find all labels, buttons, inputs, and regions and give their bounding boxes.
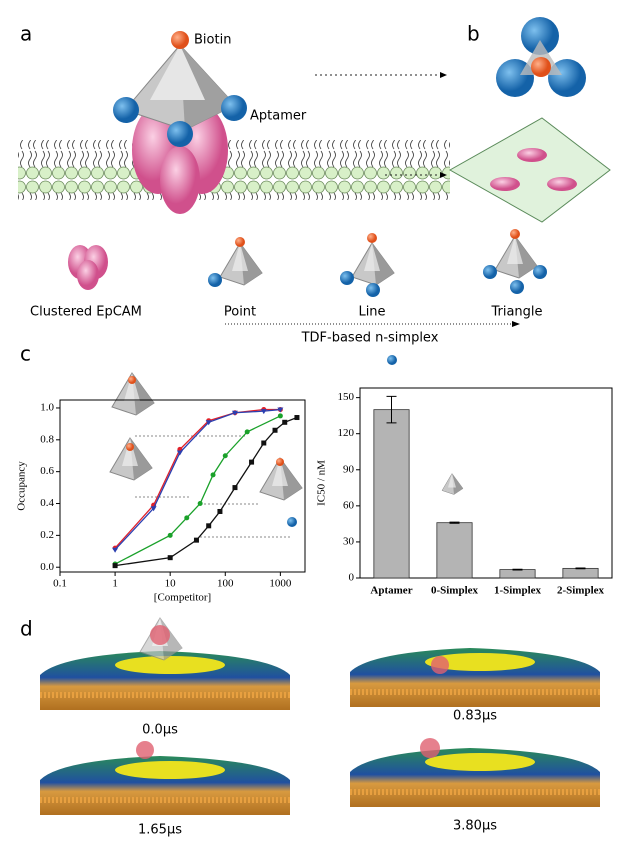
panel-label: d	[20, 617, 33, 641]
x-tick-label: Aptamer	[370, 585, 412, 597]
series-line	[114, 408, 281, 551]
panel-label: a	[20, 22, 32, 46]
panel-a-art	[18, 17, 611, 327]
y-tick-label: 0.0	[40, 561, 54, 573]
annotation: Triangle	[490, 305, 542, 320]
panel-c-icons	[109, 355, 464, 538]
y-tick-label: 0.6	[40, 465, 54, 477]
marker	[206, 523, 212, 529]
marker	[282, 419, 288, 425]
x-tick-label: 1000	[269, 578, 292, 590]
y-tick-label: 0.4	[40, 497, 54, 509]
marker	[193, 537, 199, 543]
x-tick-label: 1	[112, 578, 118, 590]
y-tick-label: 1.0	[40, 401, 54, 413]
marker	[277, 407, 284, 413]
marker	[272, 427, 278, 433]
marker	[277, 413, 283, 419]
x-tick-label: 2-Simplex	[557, 585, 605, 597]
plot-frame	[59, 399, 306, 573]
marker	[217, 508, 223, 514]
marker	[231, 410, 238, 416]
x-axis-title: [Competitor]	[154, 592, 211, 604]
bar	[373, 409, 410, 579]
series-line	[114, 408, 281, 549]
bar	[499, 569, 536, 579]
bar	[436, 522, 473, 579]
marker	[260, 409, 267, 415]
annotation: Aptamer	[250, 109, 307, 124]
marker	[261, 440, 267, 446]
x-tick-label: 100	[217, 578, 234, 590]
marker	[210, 472, 216, 478]
y-tick-label: 150	[338, 391, 355, 403]
marker	[232, 485, 238, 491]
panel-label: c	[20, 342, 31, 366]
marker	[244, 429, 250, 435]
y-tick-label: 30	[343, 535, 355, 547]
annotation: Biotin	[194, 33, 231, 48]
annotation: Line	[358, 305, 385, 320]
marker	[167, 555, 173, 561]
marker	[197, 501, 203, 507]
panel-label: b	[467, 22, 480, 46]
y-tick-label: 0	[349, 572, 355, 584]
x-tick-label: 0-Simplex	[431, 585, 479, 597]
error-bar	[449, 521, 460, 524]
error-bar	[575, 567, 586, 570]
marker	[176, 450, 183, 456]
marker	[205, 420, 212, 426]
error-bar	[512, 568, 523, 571]
y-axis-title: IC50 / nM	[316, 460, 328, 506]
error-bar	[386, 395, 397, 424]
x-tick-label: 1-Simplex	[494, 585, 542, 597]
annotation: Clustered EpCAM	[30, 305, 142, 320]
marker	[249, 459, 255, 465]
marker	[294, 415, 300, 421]
annotation: Point	[224, 305, 256, 320]
y-tick-label: 90	[343, 463, 355, 475]
marker	[150, 506, 157, 512]
y-tick-label: 0.8	[40, 433, 54, 445]
time-label: 1.65μs	[138, 823, 182, 838]
y-tick-label: 0.2	[40, 529, 54, 541]
series-line	[114, 415, 281, 565]
marker	[112, 563, 118, 569]
x-tick-label: 10	[165, 578, 177, 590]
y-axis-title: Occupancy	[16, 461, 28, 511]
y-tick-label: 60	[343, 499, 355, 511]
time-label: 0.83μs	[453, 709, 497, 724]
time-label: 3.80μs	[453, 819, 497, 834]
marker	[184, 515, 190, 521]
annotation: TDF-based n-simplex	[301, 331, 439, 346]
bar	[562, 567, 599, 579]
plot-frame	[359, 387, 613, 579]
marker	[112, 547, 119, 553]
y-tick-label: 120	[338, 427, 355, 439]
x-tick-label: 0.1	[53, 578, 67, 590]
panel-d-art	[40, 617, 600, 815]
marker	[222, 453, 228, 459]
marker	[167, 532, 173, 538]
time-label: 0.0μs	[142, 723, 178, 738]
